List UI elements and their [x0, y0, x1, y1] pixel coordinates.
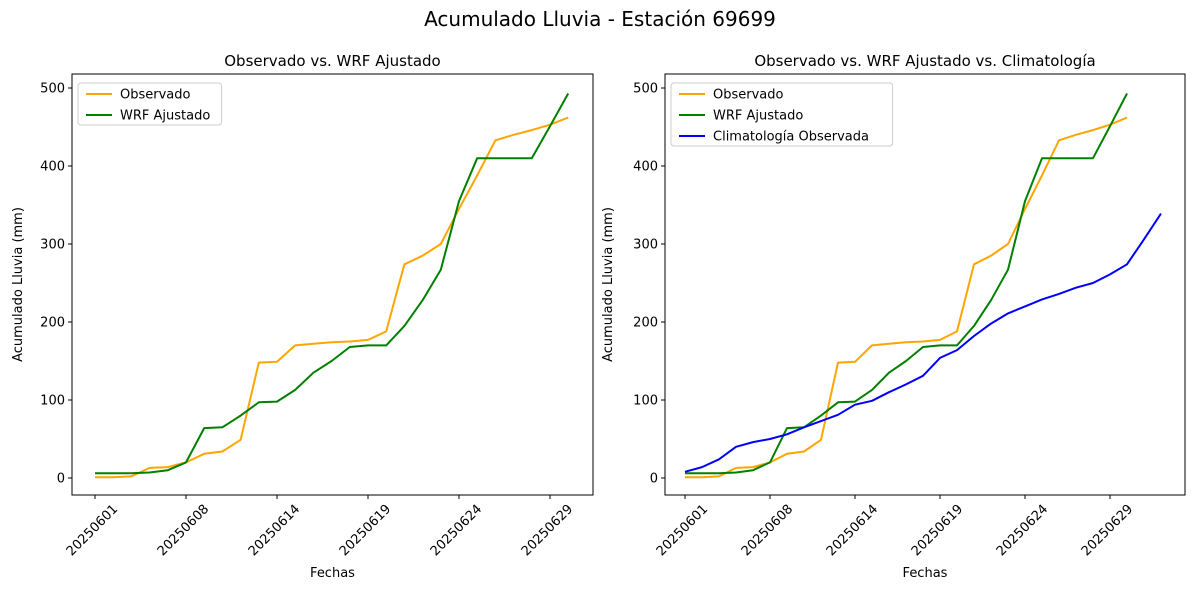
legend-box	[77, 82, 223, 126]
series-line-climatolog-a-observada	[684, 213, 1162, 473]
x-tick-label: 20250629	[519, 502, 576, 559]
y-tick-label: 500	[633, 82, 658, 97]
y-tick-label: 400	[40, 160, 65, 175]
x-tick-label: 20250614	[246, 502, 303, 559]
legend-label-observado: Observado	[120, 88, 191, 103]
y-axis-label: Acumulado Lluvia (mm)	[601, 207, 616, 362]
right-chart: 0 100 200 300 400 500 20250601 20250608 20250614…	[601, 52, 1186, 581]
legend-label-observado: Observado	[713, 88, 784, 103]
series-line-observado	[685, 116, 1128, 479]
plot-frame	[71, 73, 594, 496]
axes-title: Observado vs. WRF Ajustado vs. Climatolo…	[754, 52, 1095, 70]
x-axis-label: Fechas	[310, 566, 355, 581]
series-line-wrf-ajustado	[685, 93, 1128, 475]
y-tick-label: 200	[633, 316, 658, 331]
legend-box	[670, 82, 894, 147]
x-tick-label: 20250619	[337, 502, 394, 559]
x-tick-label: 20250601	[654, 502, 711, 559]
x-tick-label: 20250608	[739, 502, 796, 559]
axes-title: Observado vs. WRF Ajustado	[224, 52, 440, 70]
y-tick-label: 300	[40, 238, 65, 253]
y-tick-label: 100	[633, 394, 658, 409]
y-tick-label: 200	[40, 316, 65, 331]
plot-frame	[664, 73, 1186, 496]
y-tick-label: 0	[57, 472, 65, 487]
x-tick-label: 20250601	[64, 502, 121, 559]
x-tick-label: 20250608	[155, 502, 212, 559]
series-line-wrf-ajustado	[95, 93, 570, 475]
y-tick-label: 100	[40, 394, 65, 409]
x-axis-label: Fechas	[903, 566, 948, 581]
x-tick-label: 20250624	[428, 502, 485, 559]
legend-label-wrf-ajustado: WRF Ajustado	[120, 109, 210, 124]
legend-label-climatolog-a-observada: Climatología Observada	[713, 130, 869, 145]
y-axis-label: Acumulado Lluvia (mm)	[11, 207, 26, 362]
x-tick-label: 20250624	[994, 502, 1051, 559]
x-tick-label: 20250629	[1079, 502, 1136, 559]
y-tick-label: 500	[40, 82, 65, 97]
y-tick-label: 0	[650, 472, 658, 487]
legend-label-wrf-ajustado: WRF Ajustado	[713, 109, 803, 124]
left-chart: 0 100 200 300 400 500 20250601 20250608 20250614…	[11, 52, 594, 581]
x-tick-label: 20250614	[824, 502, 881, 559]
series-line-observado	[95, 116, 569, 479]
x-tick-label: 20250619	[909, 502, 966, 559]
figure-title: Acumulado Lluvia - Estación 69699	[424, 7, 776, 31]
y-tick-label: 300	[633, 238, 658, 253]
y-tick-label: 400	[633, 160, 658, 175]
